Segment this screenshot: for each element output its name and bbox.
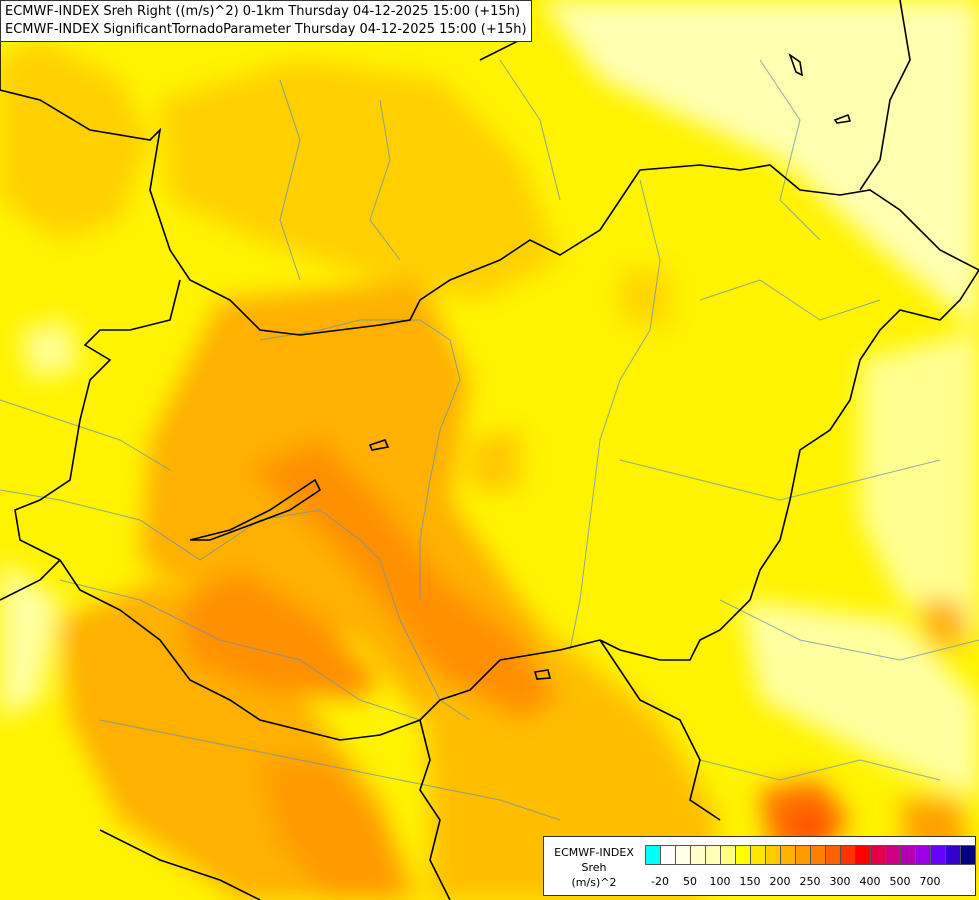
river-sava (99, 719, 561, 821)
river-northeast (759, 59, 821, 241)
river-east-2 (619, 459, 941, 501)
legend-variable: Sreh (581, 861, 607, 874)
border-southwest (0, 559, 61, 601)
field-gold-northwest (0, 40, 150, 240)
border-ne-ukraine (859, 0, 911, 191)
legend-tick-label: 700 (919, 875, 941, 888)
rivers (0, 59, 979, 821)
river-north-2 (369, 99, 401, 261)
legend-swatch (645, 845, 661, 865)
field-pale-northeast (540, 0, 979, 330)
field-pale-spot (20, 320, 80, 380)
border-small-lake-2 (833, 113, 852, 124)
legend-label: ECMWF-INDEX Sreh (m/s)^2 (548, 845, 640, 890)
legend-unit: (m/s)^2 (571, 876, 617, 889)
title-line-sreh: ECMWF-INDEX Sreh Right ((m/s)^2) 0-1km T… (5, 4, 521, 19)
legend-swatch (825, 845, 841, 865)
field-gold-spot-east (620, 270, 670, 330)
border-south-2 (419, 719, 451, 900)
river-north-3 (499, 59, 561, 201)
field-dark-orange-core (250, 440, 560, 720)
legend-tick-label: 500 (889, 875, 911, 888)
field-pale-east (860, 330, 979, 640)
legend-swatch (795, 845, 811, 865)
legend-swatch (810, 845, 826, 865)
legend-swatch (885, 845, 901, 865)
legend-swatch (780, 845, 796, 865)
legend-model: ECMWF-INDEX (554, 846, 634, 859)
border-croatia (99, 829, 261, 900)
field-pale-west (0, 560, 60, 720)
legend-swatch (750, 845, 766, 865)
legend-swatch (690, 845, 706, 865)
legend-swatch (660, 845, 676, 865)
border-small-lake-4 (533, 669, 552, 680)
river-danube-north (259, 319, 461, 600)
legend-tick-label: -20 (651, 875, 669, 888)
field-gold-north (160, 60, 560, 300)
field-red-spot-3 (920, 600, 970, 650)
river-southeast (699, 759, 941, 781)
legend-tick-label: 400 (859, 875, 881, 888)
border-north (0, 89, 979, 336)
border-south (59, 559, 601, 741)
river-tisza (569, 179, 661, 651)
border-small-lake-3 (788, 52, 804, 77)
legend-swatch (765, 845, 781, 865)
river-west (0, 399, 171, 471)
legend-swatch (675, 845, 691, 865)
border-romania-serbia (599, 639, 721, 821)
colorbar-legend: ECMWF-INDEX Sreh (m/s)^2 -20 50 100 150 200 2… (543, 836, 976, 896)
legend-swatch (930, 845, 946, 865)
legend-swatch (960, 845, 976, 865)
legend-swatch (870, 845, 886, 865)
legend-swatch (900, 845, 916, 865)
river-east-3 (719, 599, 979, 661)
legend-swatch (735, 845, 751, 865)
legend-swatch (705, 845, 721, 865)
field-gold-spot-mid (470, 430, 520, 490)
legend-tick-label: 50 (683, 875, 697, 888)
field-pale-southeast (740, 600, 979, 800)
river-drava (59, 579, 421, 721)
legend-swatch (915, 845, 931, 865)
legend-tick-label: 200 (769, 875, 791, 888)
legend-tick-label: 150 (739, 875, 761, 888)
field-dark-orange-south (260, 760, 400, 900)
legend-swatch (720, 845, 736, 865)
legend-swatch (945, 845, 961, 865)
legend-tick-label: 300 (829, 875, 851, 888)
river-north-1 (279, 79, 301, 281)
river-east-1 (699, 279, 881, 321)
legend-swatch (855, 845, 871, 865)
title-line-stp: ECMWF-INDEX SignificantTornadoParameter … (5, 22, 527, 37)
river-danube (0, 489, 471, 721)
legend-tick-label: 250 (799, 875, 821, 888)
border-austria-hungary (14, 279, 181, 561)
border-hungary-romania (599, 269, 979, 661)
border-lake-balaton (189, 478, 322, 541)
legend-tick-label: 100 (709, 875, 731, 888)
field-dark-orange-southwest (180, 570, 380, 700)
map-title-box: ECMWF-INDEX Sreh Right ((m/s)^2) 0-1km T… (0, 0, 532, 42)
border-small-lake-1 (368, 439, 390, 451)
legend-swatch (840, 845, 856, 865)
